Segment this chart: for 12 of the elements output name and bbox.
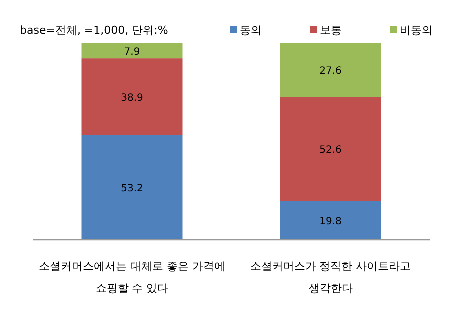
legend-label: 동의 (240, 24, 262, 37)
x-tick-label: 소셜커머스가 정직한 사이트라고 생각한다 (250, 260, 412, 295)
data-label: 53.2 (121, 184, 144, 195)
data-label: 19.8 (320, 216, 342, 228)
data-label: 27.6 (320, 66, 342, 78)
x-tick-label: 소셜커머스에서는 대체로 좋은 가격에 쇼핑할 수 있다 (39, 260, 226, 295)
chart-title: base=전체, =1,000, 단위:% (20, 24, 168, 37)
legend-label: 비동의 (400, 24, 433, 37)
data-label: 52.6 (320, 145, 342, 156)
legend-label: 보통 (320, 24, 342, 37)
data-label: 38.9 (121, 92, 144, 104)
data-label: 7.9 (124, 46, 140, 58)
